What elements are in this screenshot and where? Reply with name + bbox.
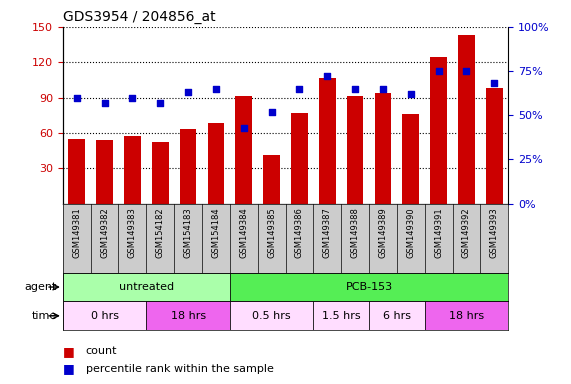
- Point: [351, 86, 360, 92]
- Bar: [425, 301, 508, 330]
- Bar: [263, 155, 280, 204]
- Text: time: time: [32, 311, 57, 321]
- Text: 0 hrs: 0 hrs: [91, 311, 119, 321]
- Bar: [96, 140, 113, 204]
- Bar: [124, 136, 140, 204]
- Text: GSM149383: GSM149383: [128, 207, 137, 258]
- Bar: [63, 273, 230, 301]
- Text: 0.5 hrs: 0.5 hrs: [252, 311, 291, 321]
- Bar: [152, 142, 168, 204]
- Bar: [319, 78, 336, 204]
- Point: [434, 68, 443, 74]
- Text: GSM154182: GSM154182: [156, 207, 165, 258]
- Bar: [230, 301, 313, 330]
- Bar: [369, 301, 425, 330]
- Point: [128, 94, 137, 101]
- Bar: [486, 88, 502, 204]
- Point: [490, 80, 499, 86]
- Text: 1.5 hrs: 1.5 hrs: [322, 311, 360, 321]
- Point: [323, 73, 332, 79]
- Text: GSM149390: GSM149390: [406, 207, 415, 258]
- Bar: [458, 35, 475, 204]
- Bar: [375, 93, 391, 204]
- Text: GSM149391: GSM149391: [434, 207, 443, 258]
- Bar: [431, 58, 447, 204]
- Bar: [146, 301, 230, 330]
- Bar: [180, 129, 196, 204]
- Text: GSM154184: GSM154184: [211, 207, 220, 258]
- Text: GSM149389: GSM149389: [379, 207, 388, 258]
- Point: [211, 86, 220, 92]
- Text: GSM149388: GSM149388: [351, 207, 360, 258]
- Point: [239, 124, 248, 131]
- Point: [267, 109, 276, 115]
- Text: percentile rank within the sample: percentile rank within the sample: [86, 364, 274, 374]
- Bar: [235, 96, 252, 204]
- Bar: [208, 123, 224, 204]
- Point: [379, 86, 388, 92]
- Bar: [69, 139, 85, 204]
- Bar: [347, 96, 363, 204]
- Text: GSM149381: GSM149381: [72, 207, 81, 258]
- Bar: [313, 301, 369, 330]
- Point: [72, 94, 81, 101]
- Text: GSM149384: GSM149384: [239, 207, 248, 258]
- Point: [156, 100, 165, 106]
- Bar: [403, 114, 419, 204]
- Text: 6 hrs: 6 hrs: [383, 311, 411, 321]
- Text: ■: ■: [63, 345, 75, 358]
- Text: GSM154183: GSM154183: [183, 207, 192, 258]
- Text: GSM149386: GSM149386: [295, 207, 304, 258]
- Text: 18 hrs: 18 hrs: [171, 311, 206, 321]
- Bar: [291, 113, 308, 204]
- Text: GSM149382: GSM149382: [100, 207, 109, 258]
- Text: untreated: untreated: [119, 282, 174, 292]
- Text: GSM149392: GSM149392: [462, 207, 471, 258]
- Point: [295, 86, 304, 92]
- Text: GDS3954 / 204856_at: GDS3954 / 204856_at: [63, 10, 215, 25]
- Text: PCB-153: PCB-153: [345, 282, 393, 292]
- Bar: [230, 273, 508, 301]
- Text: 18 hrs: 18 hrs: [449, 311, 484, 321]
- Text: GSM149387: GSM149387: [323, 207, 332, 258]
- Point: [462, 68, 471, 74]
- Text: GSM149393: GSM149393: [490, 207, 499, 258]
- Text: GSM149385: GSM149385: [267, 207, 276, 258]
- Point: [100, 100, 109, 106]
- Bar: [63, 301, 146, 330]
- Text: count: count: [86, 346, 117, 356]
- Text: agent: agent: [25, 282, 57, 292]
- Point: [406, 91, 415, 97]
- Point: [183, 89, 192, 95]
- Text: ■: ■: [63, 362, 75, 375]
